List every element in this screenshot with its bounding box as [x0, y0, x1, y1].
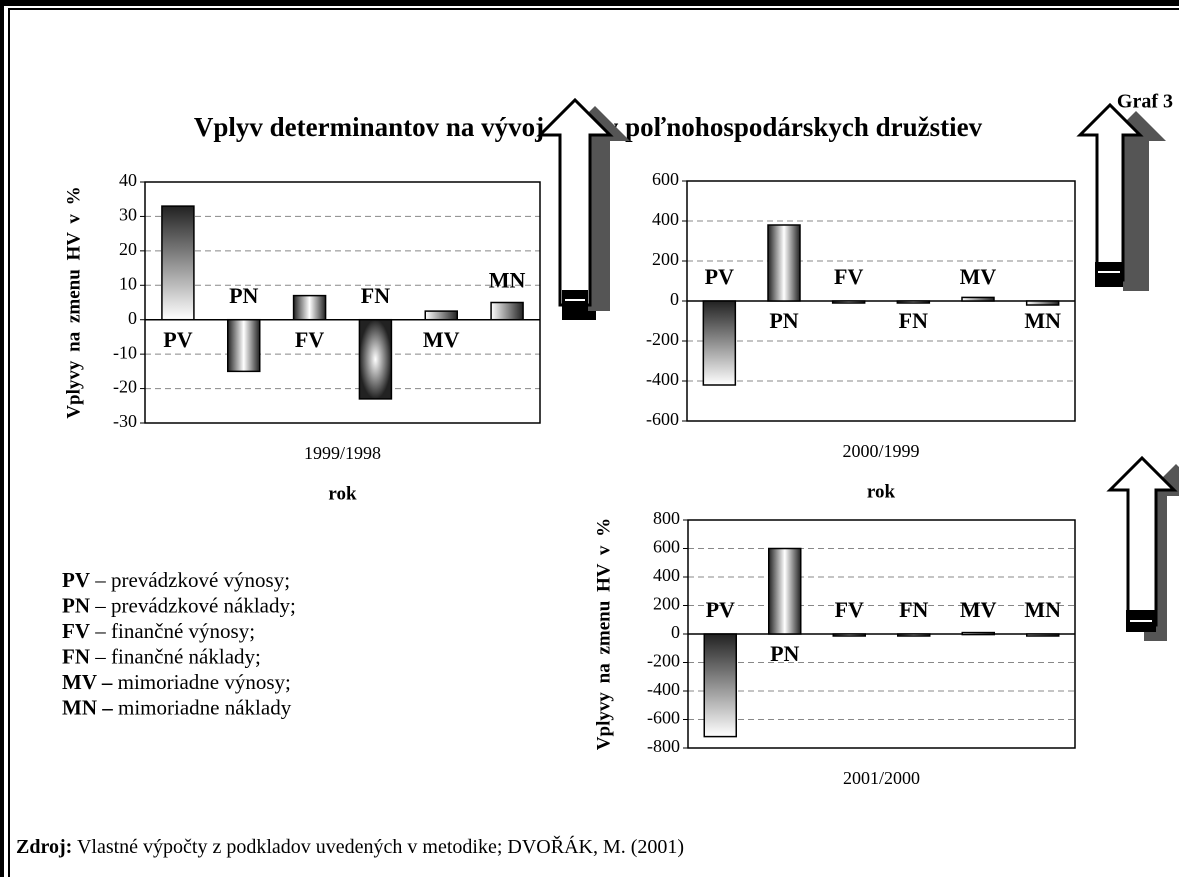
x-axis-label: 2000/1999	[842, 441, 919, 461]
category-label: MV	[423, 327, 460, 352]
bar	[161, 205, 195, 321]
category-label: PN	[769, 308, 798, 333]
plot-area	[144, 181, 541, 424]
source-label: Zdroj:	[16, 836, 72, 858]
y-axis-label: Vplyvy na zmenu HV v %	[593, 518, 614, 750]
y-tick-label: -200	[646, 329, 679, 349]
legend-text: mimoriadne náklady	[113, 695, 292, 719]
y-tick-label: -20	[113, 377, 137, 397]
x-axis-title: rok	[328, 483, 357, 504]
bar	[1025, 300, 1060, 306]
category-label: PV	[705, 264, 734, 289]
legend-abbr: PN	[62, 593, 90, 617]
category-label: MV	[960, 597, 997, 622]
y-tick-label: 0	[670, 289, 679, 309]
bar	[768, 547, 802, 635]
legend-abbr: MV –	[62, 670, 113, 694]
source-text: Vlastné výpočty z podkladov uvedených v …	[72, 835, 684, 858]
y-tick-label: -600	[647, 708, 680, 728]
legend-abbr: FN	[62, 644, 90, 668]
bar	[961, 631, 995, 636]
legend-text: – finančné náklady;	[90, 644, 261, 668]
category-label: MV	[960, 264, 997, 289]
legend-abbr: FV	[62, 619, 90, 643]
bar	[490, 301, 524, 321]
category-label: PN	[229, 283, 258, 308]
category-label: MN	[489, 268, 526, 293]
arrow-icon	[1076, 102, 1166, 291]
x-axis-label: 2001/2000	[843, 768, 920, 788]
y-tick-label: -600	[646, 409, 679, 429]
category-label: PV	[163, 327, 192, 352]
bar	[831, 300, 866, 304]
legend-entry: MN – mimoriadne náklady	[62, 695, 292, 719]
bar	[767, 224, 801, 302]
category-label: FN	[361, 283, 390, 308]
x-axis-label: 1999/1998	[304, 443, 381, 463]
bar	[832, 633, 866, 637]
y-tick-label: 400	[653, 565, 680, 585]
legend-text: – prevádzkové náklady;	[90, 593, 296, 617]
y-tick-label: 200	[653, 594, 680, 614]
category-label: FV	[834, 264, 863, 289]
legend: PV – prevádzkové výnosy;PN – prevádzkové…	[62, 568, 296, 720]
bar	[703, 633, 737, 738]
figure-label: Graf 3	[1117, 91, 1173, 113]
bar	[1026, 633, 1060, 637]
bar	[292, 294, 327, 321]
bar	[896, 300, 931, 304]
y-tick-label: -10	[113, 342, 137, 362]
category-label: PN	[770, 641, 799, 666]
legend-entry: FV – finančné výnosy;	[62, 619, 255, 643]
category-label: FV	[835, 597, 864, 622]
y-axis-label: Vplyvy na zmenu HV v %	[63, 186, 84, 418]
bar	[961, 296, 995, 302]
category-label: MN	[1024, 597, 1061, 622]
legend-entry: MV – mimoriadne výnosy;	[62, 670, 291, 694]
y-tick-label: 800	[653, 508, 680, 528]
category-label: FV	[295, 327, 324, 352]
y-tick-label: -400	[647, 679, 680, 699]
bar	[424, 310, 458, 321]
y-tick-label: 200	[652, 249, 679, 269]
y-tick-label: 600	[652, 169, 679, 189]
category-label: MN	[1024, 308, 1061, 333]
y-tick-label: -400	[646, 369, 679, 389]
arrow-icon	[1106, 455, 1179, 641]
legend-text: mimoriadne výnosy;	[112, 670, 290, 694]
y-tick-label: 0	[128, 308, 137, 328]
legend-entry: PV – prevádzkové výnosy;	[62, 568, 290, 592]
y-tick-label: 30	[119, 205, 137, 225]
y-tick-label: 20	[119, 239, 137, 259]
y-tick-label: 10	[119, 273, 137, 293]
legend-abbr: PV	[62, 568, 90, 592]
source: Zdroj: Vlastné výpočty z podkladov uvede…	[16, 835, 684, 858]
legend-text: – finančné výnosy;	[90, 619, 255, 643]
y-tick-label: 0	[671, 622, 680, 642]
category-label: PV	[706, 597, 735, 622]
y-tick-label: -800	[647, 736, 680, 756]
legend-abbr: MN –	[62, 695, 113, 719]
arrow-icon	[536, 97, 630, 320]
legend-entry: FN – finančné náklady;	[62, 644, 261, 668]
legend-entry: PN – prevádzkové náklady;	[62, 593, 296, 617]
y-tick-label: 600	[653, 537, 680, 557]
category-label: FN	[899, 308, 928, 333]
y-tick-label: 400	[652, 209, 679, 229]
bar	[358, 318, 393, 400]
category-label: FN	[899, 597, 928, 622]
x-axis-title: rok	[867, 481, 896, 502]
y-tick-label: -200	[647, 651, 680, 671]
bar	[227, 318, 261, 373]
y-tick-label: -30	[113, 411, 137, 431]
bar	[702, 300, 737, 386]
y-tick-label: 40	[119, 170, 137, 190]
bar	[897, 633, 931, 637]
legend-text: – prevádzkové výnosy;	[90, 568, 290, 592]
